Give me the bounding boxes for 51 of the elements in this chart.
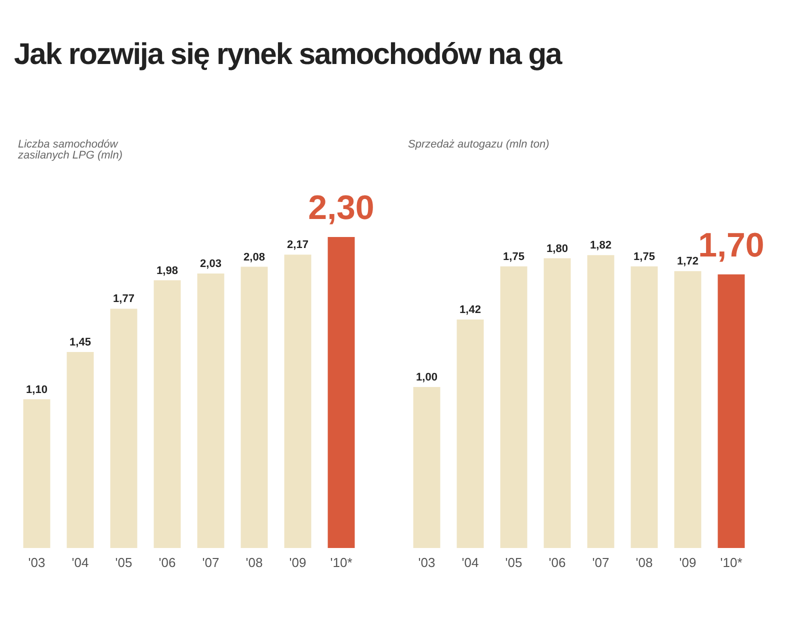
x-tick-label: '05 — [115, 555, 132, 570]
x-tick-label: '08 — [636, 555, 653, 570]
data-label: 2,30 — [308, 189, 374, 228]
x-tick-label: '06 — [158, 555, 176, 570]
x-tick-label: '10* — [720, 555, 742, 570]
data-label: 1,80 — [546, 242, 568, 255]
x-tick-label: '09 — [679, 555, 696, 570]
bar — [66, 352, 94, 548]
data-label: 1,42 — [460, 304, 481, 316]
data-label: 2,17 — [287, 239, 308, 252]
data-label: 1,10 — [26, 384, 48, 396]
x-tick-label: '10* — [330, 555, 352, 570]
chart-subtitle: Liczba samochodów zasilanych LPG (mln) — [17, 138, 123, 162]
bar — [674, 271, 702, 548]
data-label: 1,45 — [70, 336, 91, 348]
data-label: 1,75 — [634, 250, 655, 263]
bar — [197, 274, 224, 548]
chart-title: Jak rozwija się rynek samochodów na ga — [14, 38, 562, 72]
x-tick-label: '05 — [505, 555, 522, 570]
bar — [500, 266, 528, 548]
x-tick-label: '04 — [462, 555, 479, 570]
data-label: 1,70 — [698, 226, 764, 264]
bar — [587, 255, 614, 548]
x-tick-label: '09 — [289, 555, 306, 570]
data-label: 1,77 — [113, 293, 134, 306]
bar — [630, 266, 658, 548]
bar — [284, 254, 312, 548]
x-tick-label: '08 — [246, 555, 263, 570]
data-label: 1,00 — [416, 372, 438, 384]
chart-subtitle: Sprzedaż autogazu (mln ton) — [408, 138, 550, 150]
x-tick-label: '07 — [592, 555, 610, 570]
data-label: 1,75 — [503, 250, 524, 263]
bar — [110, 308, 138, 548]
data-label: 2,03 — [200, 258, 222, 270]
x-tick-label: '06 — [548, 555, 566, 570]
bar — [456, 319, 484, 548]
bar — [544, 258, 571, 548]
bar — [240, 266, 268, 548]
x-tick-label: '04 — [72, 555, 89, 570]
bar — [328, 237, 355, 548]
bar — [154, 280, 181, 548]
x-tick-label: '03 — [418, 555, 436, 570]
x-tick-label: '07 — [202, 555, 220, 570]
bar — [718, 274, 745, 548]
data-label: 1,82 — [590, 240, 612, 252]
data-label: 1,98 — [156, 264, 178, 277]
data-label: 2,08 — [244, 251, 265, 264]
bar — [413, 387, 440, 548]
data-label: 1,72 — [677, 256, 698, 268]
bar — [23, 399, 50, 548]
x-tick-label: '03 — [28, 555, 46, 570]
